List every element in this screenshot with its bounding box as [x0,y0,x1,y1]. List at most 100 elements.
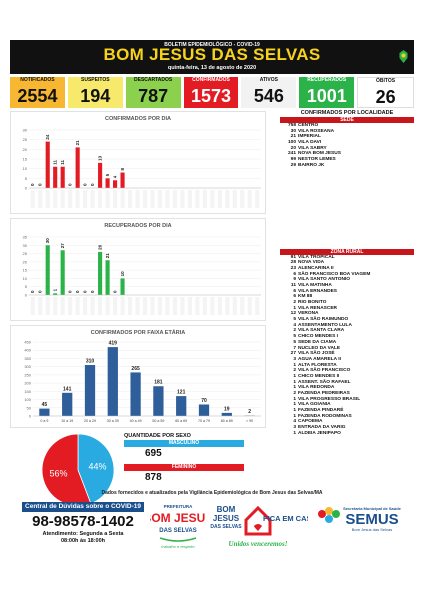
locality-name: VILA ERNANDES [298,288,338,294]
x-tick-label: > 90 [246,419,253,423]
locality-name: FAZENDA RODOMINAS [298,413,352,419]
locality-name: NOVA VIDA [298,260,325,266]
locality-count: 6 [293,271,296,277]
x-tick-mark [45,297,50,315]
stat-descartados: DESCARTADOS 787 [125,77,181,108]
locality-name: BAIRRO JK [298,162,325,168]
stat-value: 194 [80,86,111,106]
bar [98,251,103,295]
locality-count: 4 [293,419,296,425]
x-tick-mark [38,297,43,315]
sexo-title: QUANTIDADE POR SEXO [124,433,191,439]
locality-name: VILA SABRY [298,145,327,151]
y-tick-label: 10 [23,166,28,171]
semus-text: SEMUS [345,511,398,528]
locality-count: 7 [293,345,296,351]
x-tick-mark [202,190,207,208]
prefeitura-sub-text: DAS SELVAS [159,528,196,534]
stat-label: DESCARTADOS [134,77,173,83]
list-item: 1 VILA GOIANIA [280,402,414,408]
bar [53,293,58,295]
bar-value-label: 0 [38,183,43,186]
x-tick-mark [195,297,200,315]
bar-value-label: 141 [63,386,72,392]
x-tick-label: 70 a 79 [198,419,210,423]
attendance-hours: 08:00h às 18:00h [60,538,106,544]
x-tick-mark [165,297,170,315]
y-tick-label: 30 [23,128,28,133]
locality-name: VILA DAVI [298,140,322,146]
bar-value-label: 265 [131,366,140,372]
prefeitura-top-text: PREFEITURA [164,504,194,509]
list-item: 3 ENTRADA DA VARIG [280,425,414,431]
x-tick-mark [53,190,58,208]
list-item: 23 ALENCARINA II [280,266,414,272]
locality-count: 241 [287,151,296,157]
x-tick-mark [53,297,58,315]
x-tick-mark [210,297,215,315]
x-tick-mark [75,190,80,208]
locality-count: 12 [290,311,296,317]
bar [120,278,125,295]
bar-value-label: 21 [75,140,80,146]
locality-count: 758 [287,123,296,128]
x-tick-label: 50 a 59 [152,419,164,423]
y-tick-label: 200 [24,381,31,386]
stat-value: 1001 [306,86,347,106]
locality-name: VILA REDONDA [298,385,335,391]
bar-value-label: 0 [83,183,88,186]
prefeitura-logo: PREFEITURA BOM JESUS DAS SELVAS trabalho… [150,504,206,549]
bar-value-label: 13 [98,155,103,161]
bar-value-label: 4 [113,175,118,178]
locality-name: NUCLEO DA VALE [298,345,341,351]
stat-value: 1573 [190,86,232,106]
phone-number[interactable]: 98-98578-1402 [32,513,134,530]
stat-label: CONFIRMADOS [192,77,230,83]
locality-name: VILA SÃO JOSÉ [298,351,335,357]
locality-name: VILA ROSEANA [298,128,335,134]
y-tick-label: 0 [25,293,28,298]
locality-name: AGUA AMARELA II [298,356,341,362]
x-tick-label: 0 a 9 [40,419,48,423]
locality-name: NESTOR LEMES [298,157,336,163]
x-tick-mark [75,297,80,315]
x-tick-mark [120,190,125,208]
feminino-value: 878 [145,472,162,483]
list-item: 20 VILA SABRY [280,146,414,152]
municipal-crest-icon [399,50,408,63]
x-tick-mark [98,190,103,208]
bar [98,162,103,188]
locality-count: 3 [293,356,296,362]
bulletin-pretitle: BOLETIM EPIDEMIOLÓGICO - COVID-19 [164,42,260,48]
bar [39,408,50,416]
bar-value-label: 10 [120,271,125,277]
locality-count: 29 [290,162,296,168]
x-tick-label: 40 a 49 [130,419,142,423]
x-tick-mark [255,297,260,315]
x-tick-mark [68,190,73,208]
x-tick-label: 20 a 29 [84,419,96,423]
locality-name: ALENCARINA II [298,265,334,271]
locality-name: ASSENT. SÃO RAFAEL [298,379,351,385]
x-tick-mark [217,297,222,315]
x-tick-mark [142,297,148,315]
x-tick-mark [240,297,245,315]
locality-name: ALDEIA JENIPAPO [298,430,341,436]
y-tick-label: 15 [23,268,28,273]
x-tick-mark [187,297,192,315]
x-tick-mark [240,190,245,208]
central-duvidas-banner: Central de Dúvidas sobre o COVID-19 [22,502,144,512]
list-item: 21 IMPERIAL [280,134,414,140]
semus-top-text: Secretaria Municipal de Saúde [343,506,402,511]
bar-value-label: 0 [90,290,95,293]
x-tick-mark [83,297,88,315]
locality-name: VILA SANTA CLARA [298,328,345,334]
x-tick-mark [247,297,252,315]
stat-label: NOTIFICADOS [20,77,55,83]
localidade-panel: CONFIRMADOS POR LOCALIDADE SEDE 758 CENTR… [280,110,414,437]
x-tick-mark [105,190,110,208]
bar [105,260,110,295]
bar-value-label: 0 [68,183,73,186]
bar-value-label: 0 [83,290,88,293]
